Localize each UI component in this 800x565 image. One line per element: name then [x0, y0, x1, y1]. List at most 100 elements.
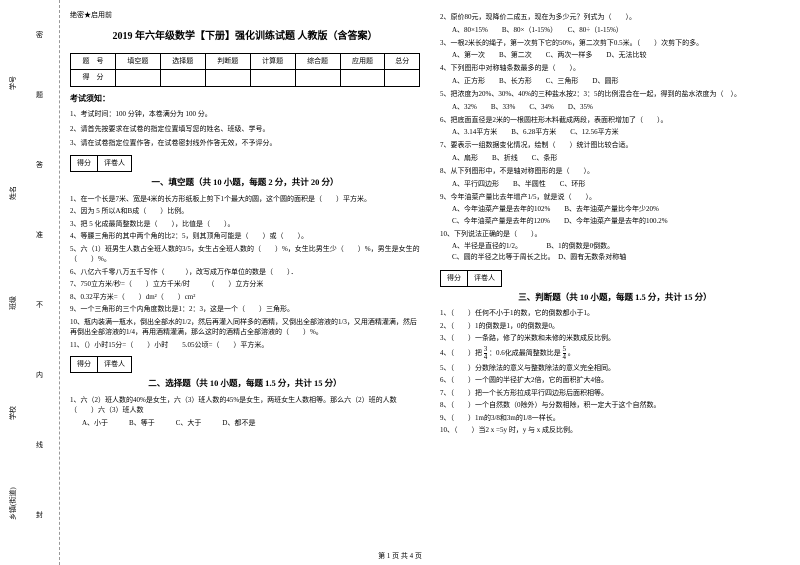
main-content: 绝密★启用前 2019 年六年级数学【下册】强化训练试题 人教版（含答案） 题 … — [70, 10, 790, 438]
td-blank — [250, 70, 295, 86]
question: 2、因为 5 所以A和B成（ ）比例。 — [70, 206, 420, 217]
notice-item: 3、请在试卷指定位置作答，在试卷密封线外作答无效，不予评分。 — [70, 138, 420, 149]
question: 2、原价80元，现降价二成五，现在为多少元？列式为（ ）。 — [440, 12, 790, 23]
question: 5、六（1）班男生人数占全班人数的3/5，女生占全班人数的（ ）%，女生比男生少… — [70, 244, 420, 265]
question: 4、下列图形中对称轴条数最多的是（ ）。 — [440, 63, 790, 74]
field-name: 姓名 — [8, 186, 18, 200]
notice-title: 考试须知： — [70, 93, 420, 106]
th-calc: 计算题 — [250, 54, 295, 70]
score-label: 得分 — [71, 156, 98, 171]
table-row: 得 分 — [71, 70, 420, 86]
seal-char: 内 — [36, 370, 43, 380]
options: A、半径是直径的1/2。 B、1的倒数是0倒数。 — [440, 241, 790, 252]
th-comp: 综合题 — [295, 54, 340, 70]
section-2-title: 二、选择题（共 10 小题，每题 1.5 分，共计 15 分） — [70, 377, 420, 391]
score-label: 得分 — [441, 271, 468, 286]
question: 3、一根2米长的绳子，第一次剪下它的50%，第二次剪下0.5米。（ ）次剪下的多… — [440, 38, 790, 49]
question: 10、（ ）当2 x =5y 时，y 与 x 成反比例。 — [440, 425, 790, 436]
question: 6、（ ）一个圆的半径扩大2倍，它的面积扩大4倍。 — [440, 375, 790, 386]
th-fill: 填空题 — [115, 54, 160, 70]
question: 5、把浓度为20%、30%、40%的三种盐水按2：3：5的比例混合在一起，得到的… — [440, 89, 790, 100]
question: 1、（ ）任何不小于1的数，它的倒数都小于1。 — [440, 308, 790, 319]
th-total: 总分 — [385, 54, 420, 70]
table-row: 题 号 填空题 选择题 判断题 计算题 综合题 应用题 总分 — [71, 54, 420, 70]
score-box: 得分 评卷人 — [70, 356, 132, 373]
seal-char: 封 — [36, 510, 43, 520]
question: 8、0.32平方米=（ ）dm²（ ）cm² — [70, 292, 420, 303]
question: 7、要表示一组数据变化情况，绘制（ ）统计图比较合适。 — [440, 140, 790, 151]
th-app: 应用题 — [340, 54, 385, 70]
options: C、今年油菜产量是去年的120% D、今年油菜产量是去年的100.2% — [440, 216, 790, 227]
score-summary-table: 题 号 填空题 选择题 判断题 计算题 综合题 应用题 总分 得 分 — [70, 53, 420, 86]
question: 9、一个三角形的三个内角度数比是1：2：3，这是一个（ ）三角形。 — [70, 304, 420, 315]
fraction-den: 4 — [563, 354, 567, 361]
td-blank — [160, 70, 205, 86]
q4-part: 4、（ ）把 — [440, 349, 482, 357]
reviewer-label: 评卷人 — [468, 271, 501, 286]
question: 1、在一个长是7米、宽是4米的长方形纸板上剪下1个最大的圆，这个圆的面积是（ ）… — [70, 194, 420, 205]
score-box: 得分 评卷人 — [440, 270, 502, 287]
seal-char: 密 — [36, 30, 43, 40]
reviewer-label: 评卷人 — [98, 156, 131, 171]
th-judge: 判断题 — [205, 54, 250, 70]
options: A、扇形 B、折线 C、条形 — [440, 153, 790, 164]
seal-char: 准 — [36, 230, 43, 240]
options: A、32% B、33% C、34% D、35% — [440, 102, 790, 113]
reviewer-label: 评卷人 — [98, 357, 131, 372]
section-header: 得分 评卷人 — [70, 155, 420, 172]
question: 6、八亿六千零八万五千写作（ ），改写成万作单位的数是（ ）． — [70, 267, 420, 278]
question: 11、（）小时15分=（ ）小时 5.05公顷=（ ）平方米。 — [70, 340, 420, 351]
left-column: 绝密★启用前 2019 年六年级数学【下册】强化训练试题 人教版（含答案） 题 … — [70, 10, 420, 438]
td-blank — [115, 70, 160, 86]
question: 9、（ ）1m的3/8和3m的1/8一样长。 — [440, 413, 790, 424]
td-blank — [385, 70, 420, 86]
seal-char: 题 — [36, 90, 43, 100]
question: 8、（ ）一个自然数（0除外）与分数相除，积一定大于这个自然数。 — [440, 400, 790, 411]
question: 2、（ ）1的倒数是1，0的倒数是0。 — [440, 321, 790, 332]
secret-mark: 绝密★启用前 — [70, 10, 420, 21]
question: 5、（ ）分数除法的意义与整数除法的意义完全相同。 — [440, 363, 790, 374]
notice-item: 1、考试时间：100 分钟，本卷满分为 100 分。 — [70, 109, 420, 120]
question: 8、从下列图形中，不是轴对称图形的是（ ）。 — [440, 166, 790, 177]
question: 10、下列说法正确的是（ ）。 — [440, 229, 790, 240]
options: A、第一次 B、第二次 C、两次一样多 D、无法比较 — [440, 50, 790, 61]
td-score-label: 得 分 — [71, 70, 116, 86]
question: 7、（ ）把一个长方形拉成平行四边形后面积相等。 — [440, 388, 790, 399]
question: 3、（ ）一条路，修了的米数和未修的米数成反比例。 — [440, 333, 790, 344]
options: A、3.14平方米 B、6.28平方米 C、12.56平方米 — [440, 127, 790, 138]
td-blank — [205, 70, 250, 86]
section-header: 得分 评卷人 — [440, 270, 790, 287]
page-footer: 第 1 页 共 4 页 — [0, 551, 800, 561]
fraction-den: 4 — [484, 354, 488, 361]
seal-char: 答 — [36, 160, 43, 170]
th-num: 题 号 — [71, 54, 116, 70]
notice-item: 2、请首先按要求在试卷的指定位置填写您的姓名、班级、学号。 — [70, 124, 420, 135]
options: A、平行四边形 B、半圆性 C、环形 — [440, 179, 790, 190]
score-box: 得分 评卷人 — [70, 155, 132, 172]
field-number: 学号 — [8, 76, 18, 90]
score-label: 得分 — [71, 357, 98, 372]
options: A、小于 B、等于 C、大于 D、都不是 — [70, 418, 420, 429]
question: 4、等腰三角形的其中两个角的比2：5，则其顶角可能是（ ）或（ ）。 — [70, 231, 420, 242]
question: 4、（ ）把 3 4 ：0.6化成最简整数比是 5 4 。 — [440, 346, 790, 361]
seal-char: 不 — [36, 300, 43, 310]
field-school: 学校 — [8, 406, 18, 420]
right-column: 2、原价80元，现降价二成五，现在为多少元？列式为（ ）。 A、80×15% B… — [440, 10, 790, 438]
th-choice: 选择题 — [160, 54, 205, 70]
q4-part: ：0.6化成最简整数比是 — [489, 349, 561, 357]
options: A、80×15% B、80×（1-15%） C、80÷（1-15%） — [440, 25, 790, 36]
question: 10、瓶内装满一瓶水，倒出全部水的1/2，然后再灌入同样多的酒精，又倒出全部溶液… — [70, 317, 420, 338]
section-1-title: 一、填空题（共 10 小题，每题 2 分，共计 20 分） — [70, 176, 420, 190]
question: 9、今年油菜产量比去年增产1/5，就是说（ ）。 — [440, 192, 790, 203]
options: A、正方形 B、长方形 C、三角形 D、圆形 — [440, 76, 790, 87]
q4-part: 。 — [568, 349, 575, 357]
td-blank — [295, 70, 340, 86]
question: 3、把 5 化成最简整数比是（ ），比值是（ ）。 — [70, 219, 420, 230]
options: A、今年油菜产量是去年的102% B、去年油菜产量比今年少20% — [440, 204, 790, 215]
field-class: 班级 — [8, 296, 18, 310]
section-header: 得分 评卷人 — [70, 356, 420, 373]
field-township: 乡镇(街道) — [8, 487, 18, 520]
question: 7、750立方米/秒=（ ）立方千米/时 （ ）立方分米 — [70, 279, 420, 290]
question: 1、六（2）班人数的40%是女生，六（3）班人数的45%是女生，两班女生人数相等… — [70, 395, 420, 416]
options: C、圆的半径之比等于周长之比。 D、圆有无数条对称轴 — [440, 252, 790, 263]
